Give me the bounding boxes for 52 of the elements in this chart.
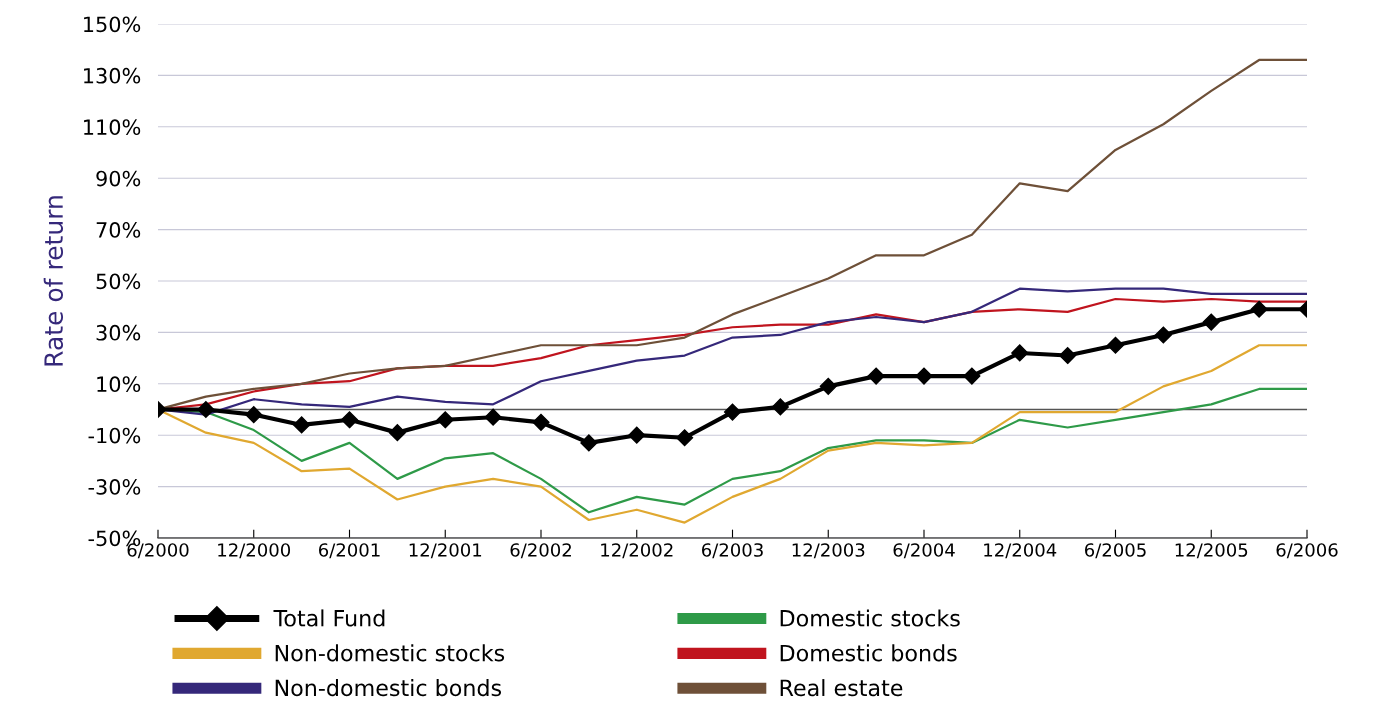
point [1011, 344, 1029, 362]
point [676, 429, 694, 447]
y-tick-label: -10% [88, 427, 141, 444]
point [293, 416, 311, 434]
x-tick-label: 12/2001 [409, 543, 482, 559]
x-tick-label: 12/2003 [792, 543, 865, 559]
point [484, 408, 502, 426]
y-tick-label: -30% [88, 479, 141, 495]
point [580, 434, 598, 452]
legend-label: Domestic stocks [780, 609, 960, 627]
point [388, 424, 406, 442]
x-tick-label: 12/2002 [601, 543, 673, 559]
y-axis-title: Rate of return [43, 196, 64, 366]
y-tick-label: 30% [96, 324, 141, 341]
x-tick-label: 6/2005 [1085, 543, 1146, 559]
x-tick-label: 6/2001 [319, 543, 380, 559]
y-tick-label: 90% [96, 170, 141, 187]
legend-label: Real estate [780, 679, 903, 697]
x-tick-label: 12/2004 [984, 543, 1057, 559]
y-tick-label: 50% [96, 273, 141, 290]
point [628, 426, 646, 444]
legend-label: Non-domestic stocks [275, 644, 505, 662]
x-tick-label: 6/2002 [510, 543, 571, 559]
legend-label: Domestic bonds [780, 644, 957, 662]
point [1106, 336, 1125, 354]
x-tick-label: 12/2000 [218, 543, 291, 559]
point [1202, 313, 1220, 331]
point [819, 377, 837, 395]
y-tick-label: 10% [97, 376, 141, 393]
x-tick-label: 6/2006 [1276, 543, 1338, 559]
y-tick-label: 150% [84, 16, 141, 33]
point [532, 413, 550, 431]
point [867, 367, 885, 385]
legend-label: Total Fund [273, 609, 385, 627]
point [723, 403, 742, 421]
point [915, 367, 933, 385]
x-tick-label: 6/2003 [702, 543, 763, 559]
point [963, 367, 981, 385]
legend-label: Non-domestic bonds [275, 679, 502, 697]
point [436, 411, 454, 429]
x-tick-label: 12/2005 [1175, 543, 1248, 559]
point [1250, 300, 1268, 318]
point [197, 400, 215, 419]
point [771, 398, 789, 416]
y-tick-label: 110% [84, 119, 141, 136]
y-tick-label: 70% [96, 222, 141, 238]
y-tick-label: 130% [84, 67, 141, 84]
point [1059, 346, 1077, 365]
point [245, 406, 263, 424]
point [340, 411, 359, 429]
point [1154, 326, 1172, 344]
x-tick-label: 6/2004 [893, 543, 955, 559]
